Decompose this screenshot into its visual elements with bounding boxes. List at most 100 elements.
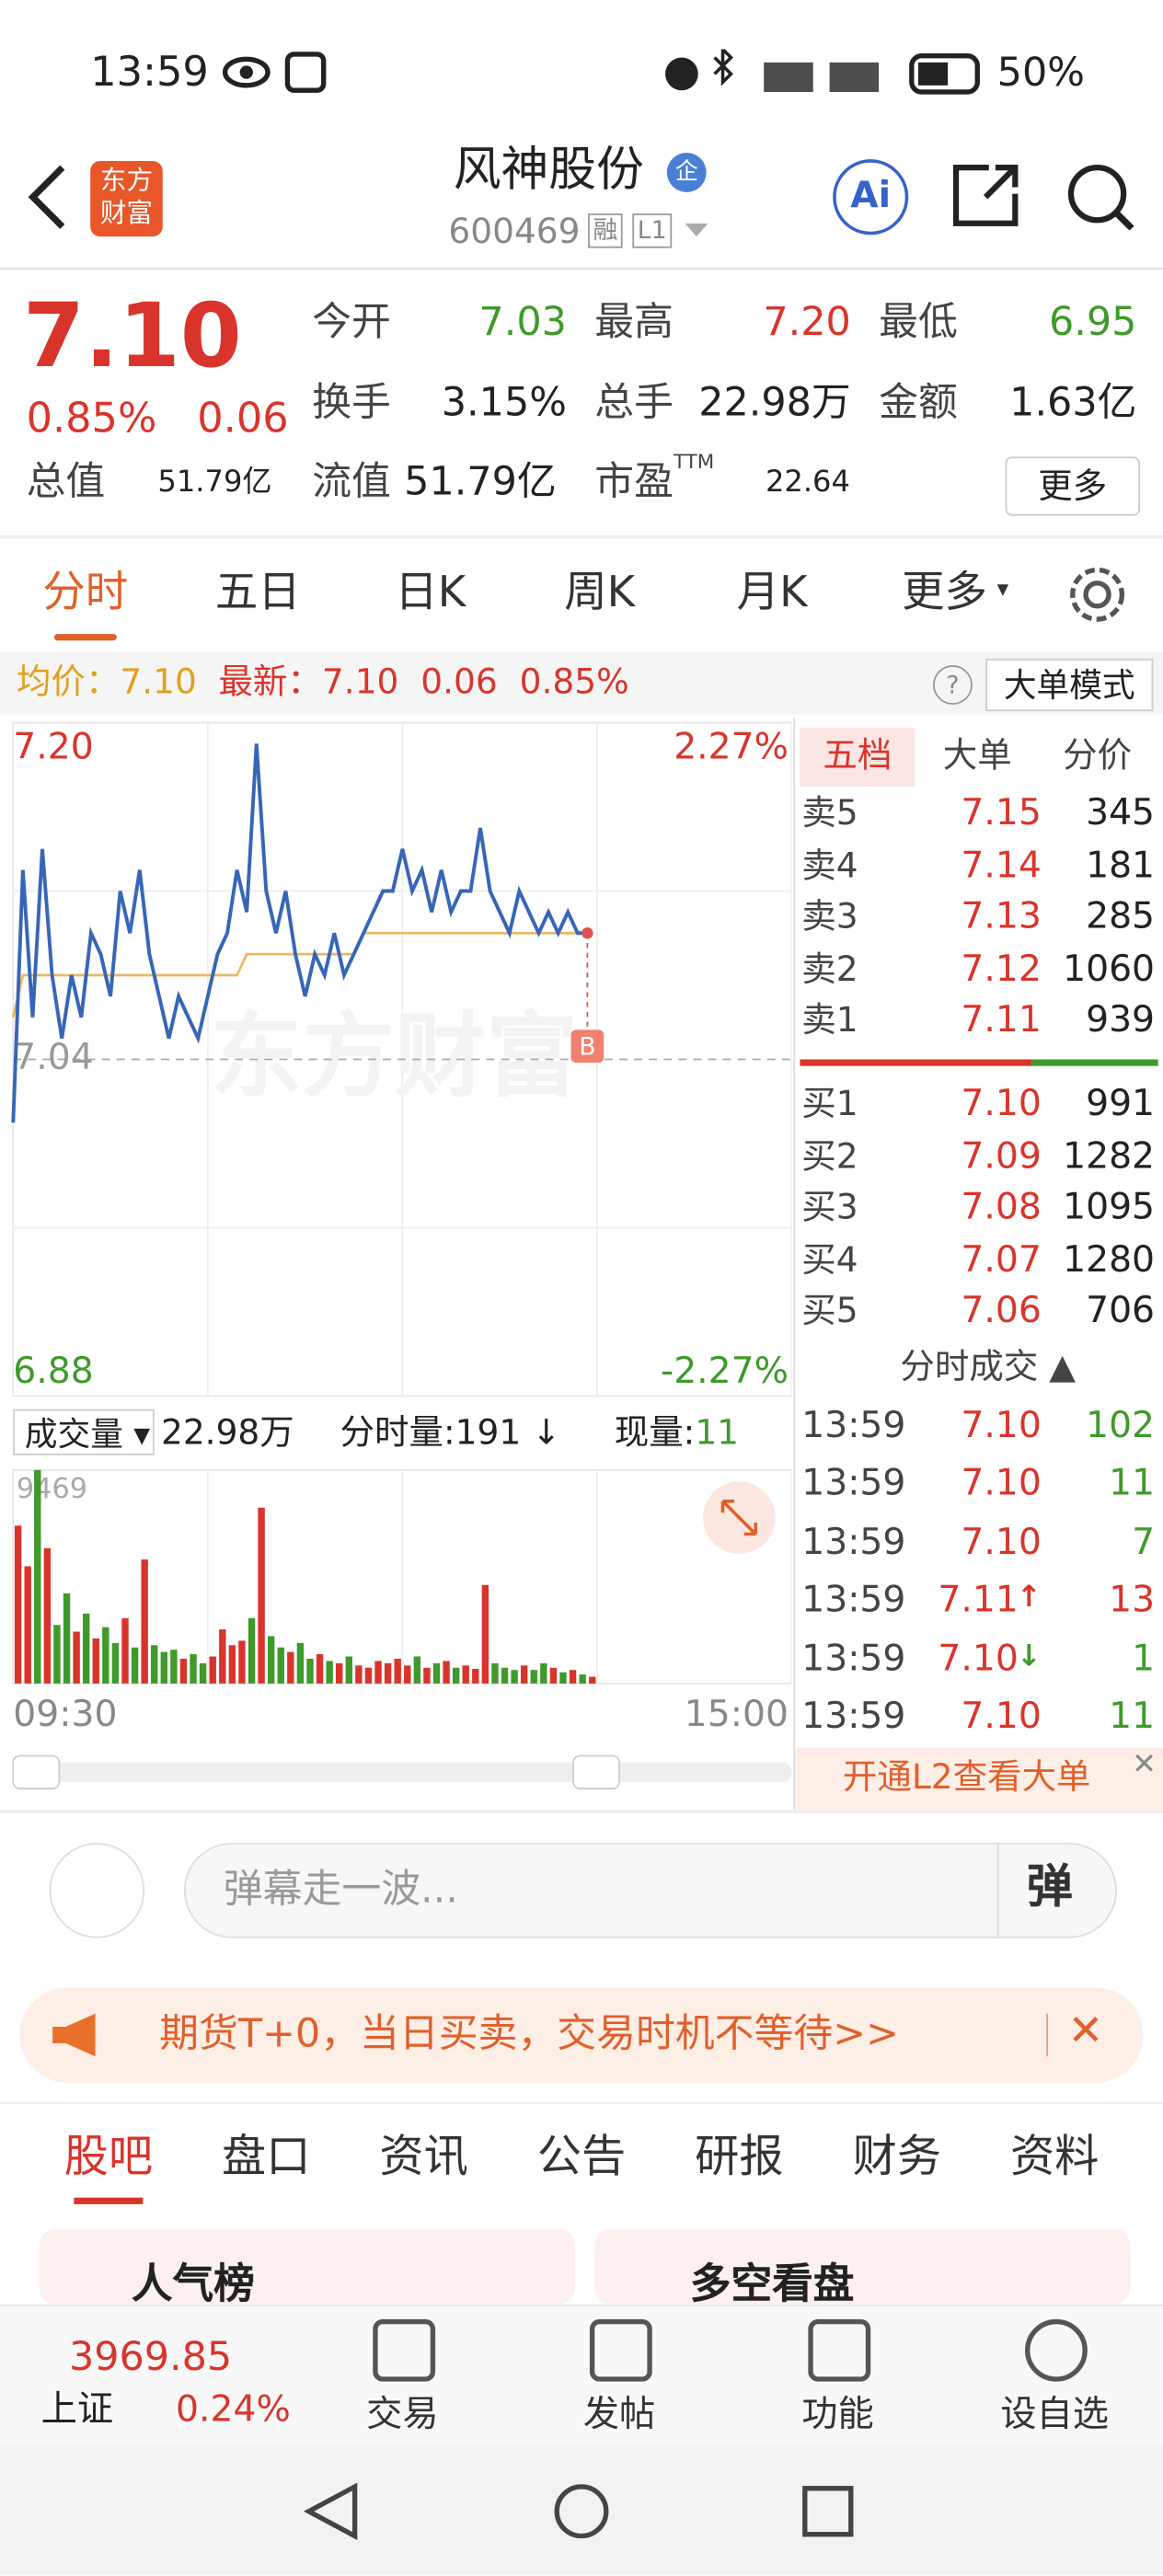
tab[interactable]: 分时 <box>42 568 129 618</box>
volume-selector[interactable]: 成交量 ▾ <box>13 1409 155 1455</box>
horn-icon <box>52 2013 96 2057</box>
banner[interactable] <box>19 1987 1144 2083</box>
scroll-handle <box>12 1754 61 1790</box>
value: 0.85% <box>519 661 629 702</box>
card[interactable] <box>594 2228 1131 2305</box>
system-nav <box>0 2447 1163 2576</box>
trade-time: 13:59 <box>801 1464 906 1506</box>
book-tab[interactable]: 分价 <box>1063 735 1133 776</box>
book-volume: 991 <box>1086 1084 1156 1125</box>
nav-label[interactable]: 交易 <box>366 2394 439 2436</box>
trade-time: 13:59 <box>801 1522 906 1564</box>
close-icon[interactable]: ✕ <box>1067 2007 1104 2057</box>
content-tab[interactable]: 公告 <box>536 2132 627 2183</box>
content-tab[interactable]: 财务 <box>852 2132 941 2183</box>
scroll-handle <box>572 1754 620 1790</box>
volume-bar <box>472 1669 479 1684</box>
stat-value: 1.63亿 <box>1009 379 1137 426</box>
l2-text[interactable]: 开通L2查看大单 <box>842 1757 1091 1798</box>
volume-bar <box>364 1667 373 1684</box>
stat-value: 7.20 <box>763 298 851 345</box>
mode-button[interactable]: 大单模式 <box>985 658 1154 712</box>
volume-bar <box>34 1469 41 1684</box>
danmaku-icon[interactable] <box>49 1843 145 1938</box>
volume-bar <box>520 1665 528 1684</box>
nav-icon[interactable] <box>373 2318 436 2382</box>
trade-price: 7.10 <box>938 1639 1019 1680</box>
l2-bar[interactable] <box>795 1747 1163 1811</box>
card-title[interactable]: 人气榜 <box>131 2260 255 2308</box>
nav-icon[interactable] <box>808 2318 871 2382</box>
trade-price: 7.10 <box>961 1464 1042 1506</box>
danmaku-input[interactable] <box>183 1843 1118 1938</box>
volume-bar <box>326 1661 333 1684</box>
stat-label: 市盈 <box>594 458 674 505</box>
index-value[interactable]: 3969.85 <box>68 2333 233 2380</box>
tab[interactable]: 周K <box>564 568 636 618</box>
divider <box>996 1843 999 1938</box>
label: 现量: <box>614 1412 696 1453</box>
tab[interactable]: 月K <box>736 568 808 618</box>
book-volume: 181 <box>1086 845 1156 887</box>
nav-label[interactable]: 功能 <box>801 2394 874 2436</box>
help-icon[interactable]: ? <box>933 665 973 705</box>
volume-bar <box>258 1507 265 1684</box>
tab[interactable]: 五日 <box>214 568 301 618</box>
close-icon[interactable]: ✕ <box>1132 1747 1157 1783</box>
book-volume: 1280 <box>1063 1239 1156 1281</box>
book-tab[interactable]: 大单 <box>942 735 1012 776</box>
stat-label: 总手 <box>594 379 674 426</box>
dropdown[interactable] <box>685 223 708 240</box>
danmaku-button[interactable]: 弹 <box>1026 1858 1073 1914</box>
stat-label: 金额 <box>879 379 958 426</box>
book-volume: 939 <box>1086 1000 1156 1041</box>
nav-label[interactable]: 设自选 <box>1000 2394 1110 2436</box>
marker-box <box>570 1029 605 1064</box>
card[interactable] <box>39 2228 575 2305</box>
nav-icon[interactable] <box>589 2318 652 2382</box>
volume-bar <box>63 1593 71 1684</box>
volume-bar <box>121 1617 129 1684</box>
tab[interactable]: 更多 <box>902 568 987 618</box>
content-tab[interactable]: 资料 <box>1009 2132 1100 2183</box>
stat-label: 最低 <box>879 298 958 345</box>
book-price: 7.10 <box>961 1084 1042 1125</box>
tab-underline <box>53 634 117 641</box>
tab[interactable]: 日K <box>395 568 466 618</box>
trade-arrow: ↑ <box>1016 1580 1042 1616</box>
index-name[interactable]: 上证 <box>40 2389 114 2432</box>
nav-label[interactable]: 发帖 <box>582 2394 656 2436</box>
system-buttons[interactable] <box>0 2447 1163 2575</box>
card-title[interactable]: 多空看盘 <box>689 2260 855 2308</box>
nav-icon[interactable] <box>1025 2318 1088 2382</box>
content-tab[interactable]: 股吧 <box>63 2132 154 2183</box>
volume-bar <box>238 1640 246 1684</box>
price-line <box>11 743 588 1123</box>
volume-bar <box>394 1658 401 1684</box>
book-tab[interactable]: 五档 <box>823 735 892 776</box>
divider <box>0 1810 1163 1813</box>
back-button[interactable] <box>23 165 73 230</box>
book-label: 买1 <box>801 1084 858 1124</box>
ai-button[interactable]: Ai <box>833 159 909 236</box>
label: 成交量 <box>24 1414 123 1454</box>
stat-value: 22.98万 <box>698 379 851 426</box>
latest: 最新：7.10 0.06 0.85% <box>218 664 628 699</box>
header-icons[interactable] <box>952 161 1149 230</box>
logo-text: 财富 <box>99 197 154 229</box>
value: 7.10 <box>321 661 399 702</box>
banner-text[interactable]: 期货T+0，当日买卖，交易时机不等待>> <box>159 2010 900 2057</box>
settings-icon[interactable] <box>1067 565 1126 624</box>
content-tab[interactable]: 研报 <box>695 2132 784 2183</box>
tag: 融 <box>588 213 623 248</box>
volume-bar <box>82 1613 90 1684</box>
content-tab[interactable]: 资讯 <box>379 2132 468 2183</box>
intraday-chart: 东方财富 7.20 7.04 6.88 2.27% -2.27% B 9469 09:30 15:… <box>11 721 792 1790</box>
more-button[interactable]: 更多 <box>1005 456 1140 516</box>
volume-bar <box>131 1647 139 1684</box>
volume-bar <box>306 1658 314 1684</box>
index-pct[interactable]: 0.24% <box>176 2389 291 2432</box>
buy-bar <box>1031 1059 1158 1066</box>
content-tab[interactable]: 盘口 <box>222 2132 311 2183</box>
